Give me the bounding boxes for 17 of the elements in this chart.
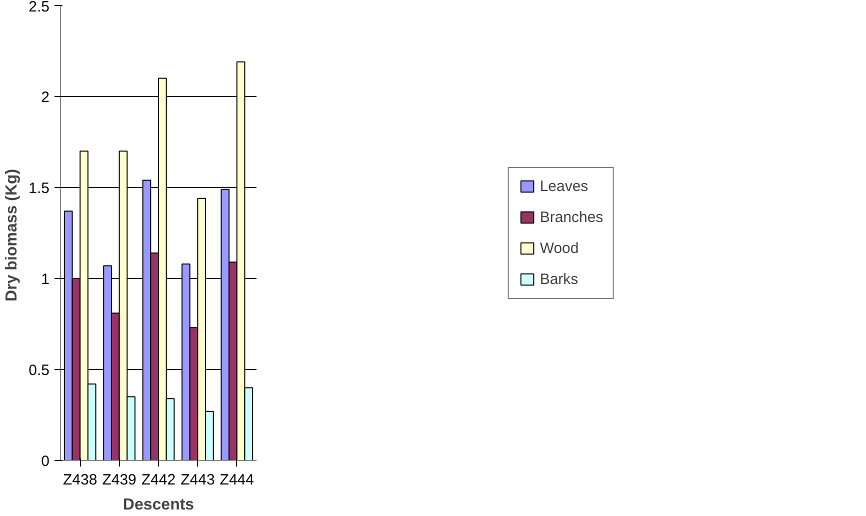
y-tick-label: 0.5 — [28, 362, 50, 379]
y-tick-label: 1 — [41, 271, 50, 288]
x-tick-label: Z444 — [220, 472, 254, 488]
legend-label: Wood — [540, 240, 579, 256]
legend-label: Barks — [540, 270, 578, 288]
x-axis-title: Descents — [122, 496, 194, 514]
y-tick-label: 2 — [41, 89, 50, 106]
x-tick-label: Z438 — [63, 472, 98, 488]
legend-label: Branches — [540, 208, 604, 226]
y-axis-title: Dry biomass (Kg) — [4, 168, 21, 302]
x-tick-label: Z439 — [102, 472, 136, 488]
legend-label: Leaves — [540, 178, 588, 194]
x-tick-label: Z442 — [141, 472, 176, 488]
y-tick-label: 2.5 — [28, 0, 50, 16]
y-tick-label: 1.5 — [28, 180, 50, 197]
x-tick-label: Z443 — [180, 472, 215, 488]
y-tick-label: 0 — [41, 453, 50, 470]
